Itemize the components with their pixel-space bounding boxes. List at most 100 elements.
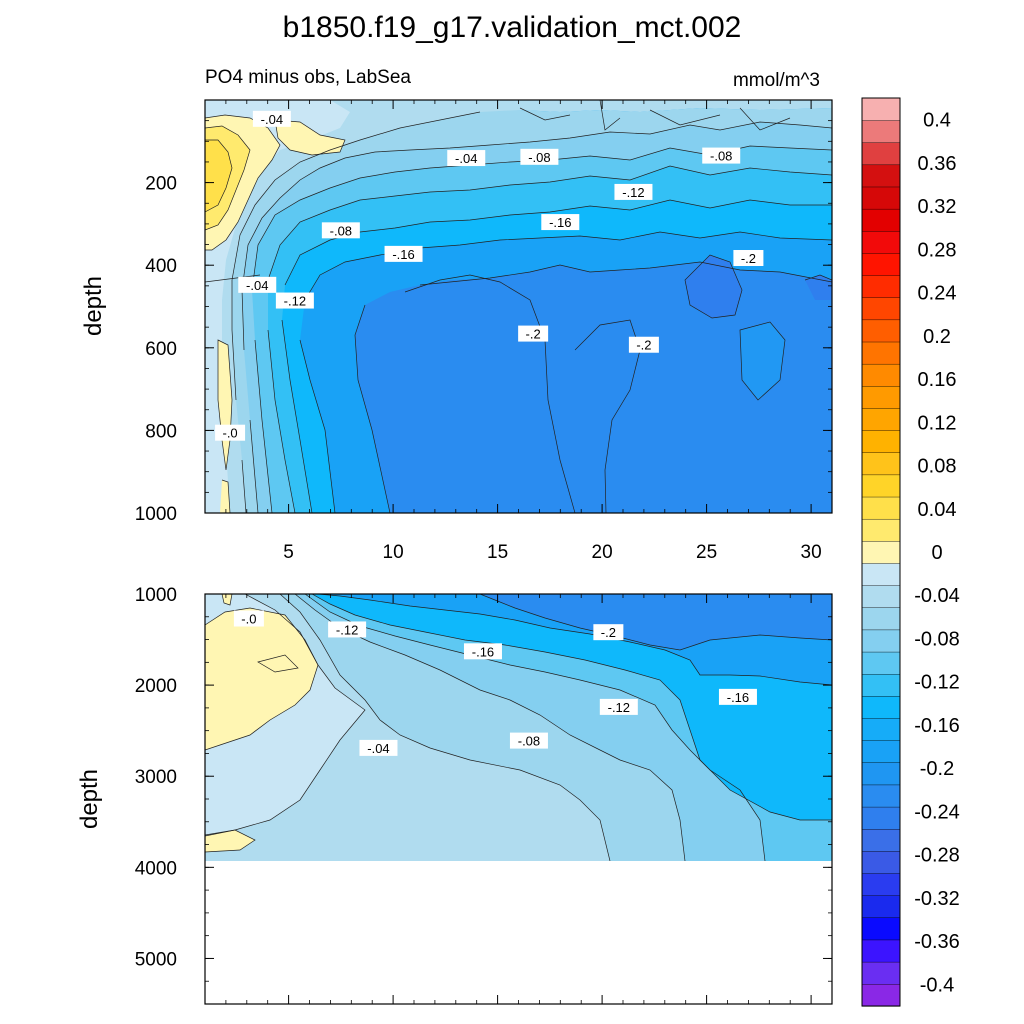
contour-label: -.04 [447, 150, 486, 167]
contour-label: -.04 [252, 110, 291, 127]
colorbar-swatch [861, 784, 901, 808]
colorbar-tick-label: -0.32 [914, 888, 960, 910]
y-tick-label: 400 [145, 256, 177, 277]
contour-label: -.0 [215, 424, 246, 441]
colorbar-swatch [861, 319, 901, 343]
colorbar-tick-label: -0.2 [920, 758, 954, 780]
colorbar-tick-label: -0.24 [914, 801, 960, 823]
contour-label: -.16 [384, 245, 423, 262]
contour-label-text: -.16 [392, 247, 414, 262]
y-tick-label: 1000 [135, 504, 177, 525]
colorbar-swatch [861, 429, 901, 453]
contour-label-text: -.12 [336, 622, 358, 637]
x-tick-label: 20 [592, 542, 613, 563]
upper-panel: 200 400 600 800 1000 5 10 15 20 25 30 -.04 -.04 -.08… [80, 99, 833, 563]
x-tick-label: 10 [383, 542, 404, 563]
colorbar-tick-label: 0.04 [918, 499, 957, 521]
y-tick-label: 3000 [135, 767, 177, 788]
contour-label: -.08 [520, 148, 559, 165]
colorbar-swatch [861, 562, 901, 586]
y-tick-label: 1000 [135, 585, 177, 606]
x-tick-label: 5 [283, 542, 294, 563]
lower-y-axis-label: depth [76, 769, 103, 829]
colorbar-swatch [861, 274, 901, 298]
colorbar-tick-label: -0.08 [914, 628, 960, 650]
colorbar-swatch [861, 474, 901, 498]
contour-label-text: -.0 [222, 426, 237, 441]
chart-title: b1850.f19_g17.validation_mct.002 [283, 11, 742, 44]
colorbar-swatch [861, 607, 901, 631]
contour-label: -.0 [233, 610, 264, 627]
colorbar-swatch [861, 828, 901, 852]
y-tick-label: 200 [145, 174, 177, 195]
x-tick-label: 25 [696, 542, 717, 563]
colorbar-swatch [861, 917, 901, 941]
contour-label-text: -.2 [526, 327, 541, 342]
x-tick-label: 15 [487, 542, 508, 563]
contour-label-text: -.2 [636, 338, 651, 353]
lower-contour-labels: -.0 -.12 -.2 -.16 -.12 -.16 -.04 -.08 [233, 610, 757, 756]
contour-label: -.08 [509, 732, 548, 749]
colorbar-swatch [861, 762, 901, 786]
colorbar-swatch [861, 585, 901, 608]
contour-label: -.12 [275, 292, 314, 309]
colorbar-swatch [861, 452, 901, 476]
contour-label: -.16 [463, 643, 502, 660]
colorbar-ticks: 0.4 0.36 0.32 0.28 0.24 0.2 0.16 0.12 0.08 0.04 0 -… [914, 110, 960, 997]
contour-label-text: -.04 [367, 741, 389, 756]
colorbar-tick-label: -0.04 [914, 585, 960, 607]
colorbar-swatch [861, 496, 901, 520]
upper-y-ticks: 200 400 600 800 1000 5 10 15 20 25 30 [135, 99, 833, 563]
colorbar-swatch [861, 983, 901, 1007]
colorbar-swatch [861, 629, 901, 653]
contour-label-text: -.08 [528, 150, 550, 165]
contour-label-text: -.12 [608, 700, 630, 715]
colorbar-swatch [861, 695, 901, 719]
contour-label-text: -.08 [518, 734, 540, 749]
colorbar-swatch [861, 939, 901, 963]
y-tick-label: 2000 [135, 676, 177, 697]
colorbar-swatch [861, 717, 901, 741]
colorbar-swatch [861, 872, 901, 896]
contour-label-text: -.16 [727, 690, 749, 705]
colorbar-tick-label: 0.24 [918, 283, 957, 305]
colorbar-swatch [861, 385, 901, 409]
colorbar-swatch [861, 297, 901, 321]
contour-label: -.2 [518, 325, 549, 342]
colorbar-swatch [861, 673, 901, 697]
colorbar-swatch [861, 895, 901, 919]
y-tick-label: 800 [145, 421, 177, 442]
colorbar-tick-label: -0.36 [914, 931, 960, 953]
contour-label: -.12 [599, 698, 638, 715]
upper-contour-labels: -.04 -.04 -.08 -.08 -.12 -.08 -.16 -.16 -.2 -.04 -… [215, 110, 764, 441]
colorbar-swatch [861, 230, 901, 254]
contour-label-text: -.2 [601, 625, 616, 640]
contour-label-text: -.0 [241, 612, 256, 627]
colorbar-swatch [861, 961, 901, 985]
colorbar-swatch [861, 518, 901, 542]
colorbar-swatch [861, 407, 901, 431]
y-tick-label: 5000 [135, 949, 177, 970]
colorbar-tick-label: 0.36 [918, 153, 957, 175]
colorbar-tick-label: 0.16 [918, 369, 957, 391]
colorbar-swatch [861, 164, 901, 188]
bathymetry-mask [205, 861, 832, 1004]
colorbar-tick-label: -0.12 [914, 672, 960, 694]
colorbar-swatch [861, 850, 901, 874]
colorbar-swatch [861, 806, 901, 830]
colorbar-swatch [861, 186, 901, 210]
contour-label-text: -.2 [741, 251, 756, 266]
upper-contour-fill [205, 100, 832, 513]
contour-label-text: -.04 [261, 112, 283, 127]
colorbar-swatch [861, 341, 901, 365]
colorbar-swatch [861, 740, 901, 763]
contour-label-text: -.16 [549, 215, 571, 230]
contour-label: -.16 [541, 214, 580, 231]
upper-y-axis-label: depth [80, 276, 107, 336]
x-tick-label: 30 [801, 542, 822, 563]
contour-label-text: -.08 [330, 223, 352, 238]
colorbar-tick-label: 0.2 [923, 326, 951, 348]
colorbar-tick-label: -0.28 [914, 845, 960, 867]
contour-label: -.2 [593, 624, 624, 641]
